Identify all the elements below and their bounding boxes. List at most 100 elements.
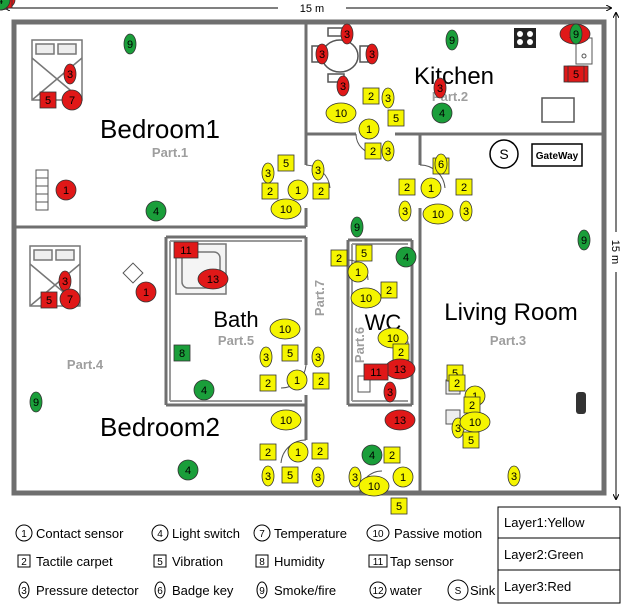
legend-symbol-number: 1 (21, 529, 27, 540)
legend-label: Temperature (274, 526, 347, 541)
sensor-shape (383, 381, 397, 403)
sensor-shape (270, 198, 302, 220)
sensor-number: 11 (370, 367, 381, 379)
legend-symbol (15, 524, 33, 542)
inner-walls-thin (169, 240, 408, 402)
sensor-marker: 10 (325, 102, 357, 124)
sensor-marker: 3 (259, 346, 273, 368)
sensor-number: 1 (366, 124, 372, 136)
sensor-number: 9 (127, 39, 133, 51)
sensor-number: 5 (468, 435, 474, 447)
part-bath: Part.5 (218, 333, 254, 348)
sensor-shape (420, 177, 442, 199)
sensor-number: 4 (369, 450, 375, 462)
sensor-shape (455, 178, 473, 196)
sensor-marker: 5 (281, 344, 299, 362)
legend-symbol-number: 10 (372, 529, 384, 540)
sensor-marker: 5 (277, 154, 295, 172)
sensor-marker: 1 (55, 179, 77, 201)
legend-symbol-number: 8 (259, 557, 265, 568)
sensor-number: 10 (280, 415, 292, 427)
sensor-number: 4 (439, 108, 445, 120)
sensor-number: 10 (387, 333, 399, 345)
sensor-marker: 5 (387, 109, 405, 127)
legend-item: S Sink (447, 579, 496, 601)
sensor-number: 5 (393, 113, 399, 125)
sensor-marker: 2 (383, 446, 401, 464)
legend-symbol (366, 524, 390, 542)
sensor-marker: 4 (145, 200, 167, 222)
sensor-shape (387, 109, 405, 127)
sensor-number: 1 (400, 472, 406, 484)
legend-item: 4 Light switch (151, 524, 240, 542)
sensor-marker: 6 (434, 153, 448, 175)
sensor-shape (459, 200, 473, 222)
sensor-shape (40, 291, 58, 309)
sensor-number: 4 (403, 252, 409, 264)
legend-item: 2 Tactile carpet (17, 554, 113, 569)
legend-symbol (256, 581, 268, 599)
legend-symbol-number: 6 (157, 586, 163, 597)
sensor-shape (261, 162, 275, 184)
legend-symbol (369, 581, 387, 599)
sensor-marker: 3 (348, 466, 362, 488)
legend-symbol (151, 524, 169, 542)
sensor-marker: 1 (287, 441, 309, 463)
sensor-marker: 2 (380, 281, 398, 299)
legend-item: 12 water (369, 581, 422, 599)
sensor-shape (29, 391, 43, 413)
legend-symbol-number: 3 (21, 586, 27, 597)
sensor-shape (259, 346, 273, 368)
sensor-shape (0, 0, 11, 11)
sensor-number: 5 (283, 158, 289, 170)
legend-item: 1 Contact sensor (15, 524, 124, 542)
part-corridor: Part.7 (312, 280, 327, 316)
sensor-number: 10 (432, 209, 444, 221)
legend-symbol-number: 9 (259, 586, 265, 597)
sensor-shape (347, 261, 369, 283)
width-label: 15 m (300, 3, 324, 15)
sensor-shape (567, 65, 585, 83)
sensor-shape (39, 91, 57, 109)
sensor-shape (433, 77, 447, 99)
room-kitchen: Kitchen (414, 63, 494, 90)
sensor-marker: 7 (59, 288, 81, 310)
sensor-marker: 3 (383, 381, 397, 403)
sensor-number: 3 (385, 146, 391, 158)
sensor-shape (365, 43, 379, 65)
sensor-shape (261, 465, 275, 487)
legend-label: Smoke/fire (274, 583, 336, 598)
sensor-shape (398, 200, 412, 222)
sensor-number: 3 (402, 206, 408, 218)
sensor-marker: 9 (350, 216, 364, 238)
sensor-marker: 2 (364, 142, 382, 160)
sensor-marker: 9 (123, 33, 137, 55)
sensor-number: 1 (143, 287, 149, 299)
sensor-number: 10 (280, 204, 292, 216)
sensor-number: 1 (63, 185, 69, 197)
sensor-marker: 5 (462, 431, 480, 449)
sensor-number: 1 (295, 185, 301, 197)
sensor-number: 2 (469, 400, 475, 412)
sensor-number: 1 (428, 183, 434, 195)
sensor-marker: 4 (431, 102, 453, 124)
legend-label: Humidity (274, 554, 325, 569)
sensor-number: 3 (352, 472, 358, 484)
legend-label: water (389, 583, 422, 598)
sensor-marker: 2 (261, 182, 279, 200)
sensor-marker: 2 (398, 178, 416, 196)
legend-label: Tactile carpet (36, 554, 113, 569)
sensor-shape (173, 241, 199, 259)
height-label: 15 m (609, 240, 621, 264)
sensor-shape (135, 281, 157, 303)
sensor-number: 9 (449, 35, 455, 47)
sensor-marker: 3 (365, 43, 379, 65)
sensor-shape (392, 466, 414, 488)
sensor-shape (325, 102, 357, 124)
sensor-marker: 10 (422, 203, 454, 225)
sensor-shape (445, 29, 459, 51)
sensor-number: 4 (185, 465, 191, 477)
sensor-number: 2 (368, 91, 374, 103)
sensor-number: 3 (62, 276, 68, 288)
